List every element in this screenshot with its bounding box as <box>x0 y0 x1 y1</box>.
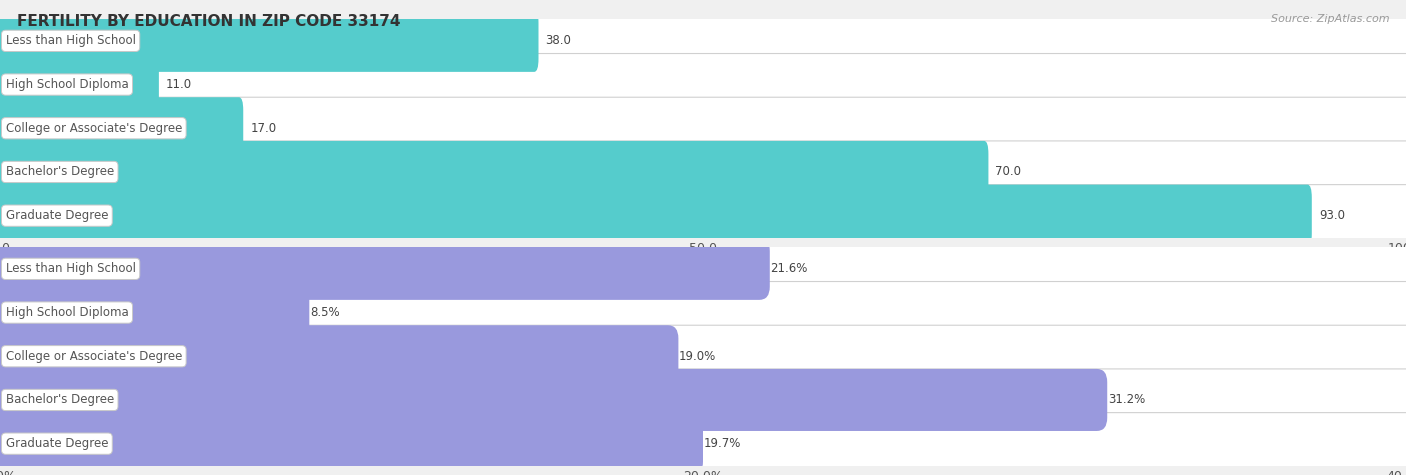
Bar <box>0 422 1406 466</box>
FancyBboxPatch shape <box>0 141 1406 203</box>
Bar <box>0 19 1406 63</box>
Text: College or Associate's Degree: College or Associate's Degree <box>6 122 181 135</box>
FancyBboxPatch shape <box>0 282 1406 343</box>
Text: 17.0: 17.0 <box>250 122 277 135</box>
Text: College or Associate's Degree: College or Associate's Degree <box>6 350 181 363</box>
Bar <box>0 334 1406 378</box>
Bar <box>0 291 1406 334</box>
FancyBboxPatch shape <box>0 185 1406 247</box>
FancyBboxPatch shape <box>0 141 988 203</box>
FancyBboxPatch shape <box>0 238 770 300</box>
Text: Bachelor's Degree: Bachelor's Degree <box>6 165 114 179</box>
FancyBboxPatch shape <box>0 282 309 343</box>
Text: Less than High School: Less than High School <box>6 34 135 48</box>
Text: 11.0: 11.0 <box>166 78 193 91</box>
Bar <box>0 63 1406 106</box>
FancyBboxPatch shape <box>0 97 243 159</box>
FancyBboxPatch shape <box>0 325 1406 387</box>
Bar <box>0 378 1406 422</box>
Text: 93.0: 93.0 <box>1319 209 1344 222</box>
FancyBboxPatch shape <box>0 369 1108 431</box>
FancyBboxPatch shape <box>0 10 1406 72</box>
FancyBboxPatch shape <box>0 54 159 115</box>
Text: 19.0%: 19.0% <box>679 350 716 363</box>
FancyBboxPatch shape <box>0 413 703 475</box>
Text: 38.0: 38.0 <box>546 34 571 48</box>
FancyBboxPatch shape <box>0 325 678 387</box>
Text: 19.7%: 19.7% <box>704 437 741 450</box>
FancyBboxPatch shape <box>0 54 1406 115</box>
Text: High School Diploma: High School Diploma <box>6 306 128 319</box>
Text: High School Diploma: High School Diploma <box>6 78 128 91</box>
Text: Source: ZipAtlas.com: Source: ZipAtlas.com <box>1271 14 1389 24</box>
Text: Bachelor's Degree: Bachelor's Degree <box>6 393 114 407</box>
FancyBboxPatch shape <box>0 238 1406 300</box>
Text: FERTILITY BY EDUCATION IN ZIP CODE 33174: FERTILITY BY EDUCATION IN ZIP CODE 33174 <box>17 14 401 29</box>
Bar <box>0 247 1406 291</box>
Text: 21.6%: 21.6% <box>770 262 808 276</box>
Text: 31.2%: 31.2% <box>1108 393 1144 407</box>
Text: 8.5%: 8.5% <box>311 306 340 319</box>
FancyBboxPatch shape <box>0 413 1406 475</box>
Text: Less than High School: Less than High School <box>6 262 135 276</box>
Bar <box>0 150 1406 194</box>
FancyBboxPatch shape <box>0 10 538 72</box>
Bar <box>0 194 1406 238</box>
FancyBboxPatch shape <box>0 97 1406 159</box>
Text: 70.0: 70.0 <box>995 165 1021 179</box>
FancyBboxPatch shape <box>0 369 1406 431</box>
Text: Graduate Degree: Graduate Degree <box>6 209 108 222</box>
Text: Graduate Degree: Graduate Degree <box>6 437 108 450</box>
Bar <box>0 106 1406 150</box>
FancyBboxPatch shape <box>0 185 1312 247</box>
